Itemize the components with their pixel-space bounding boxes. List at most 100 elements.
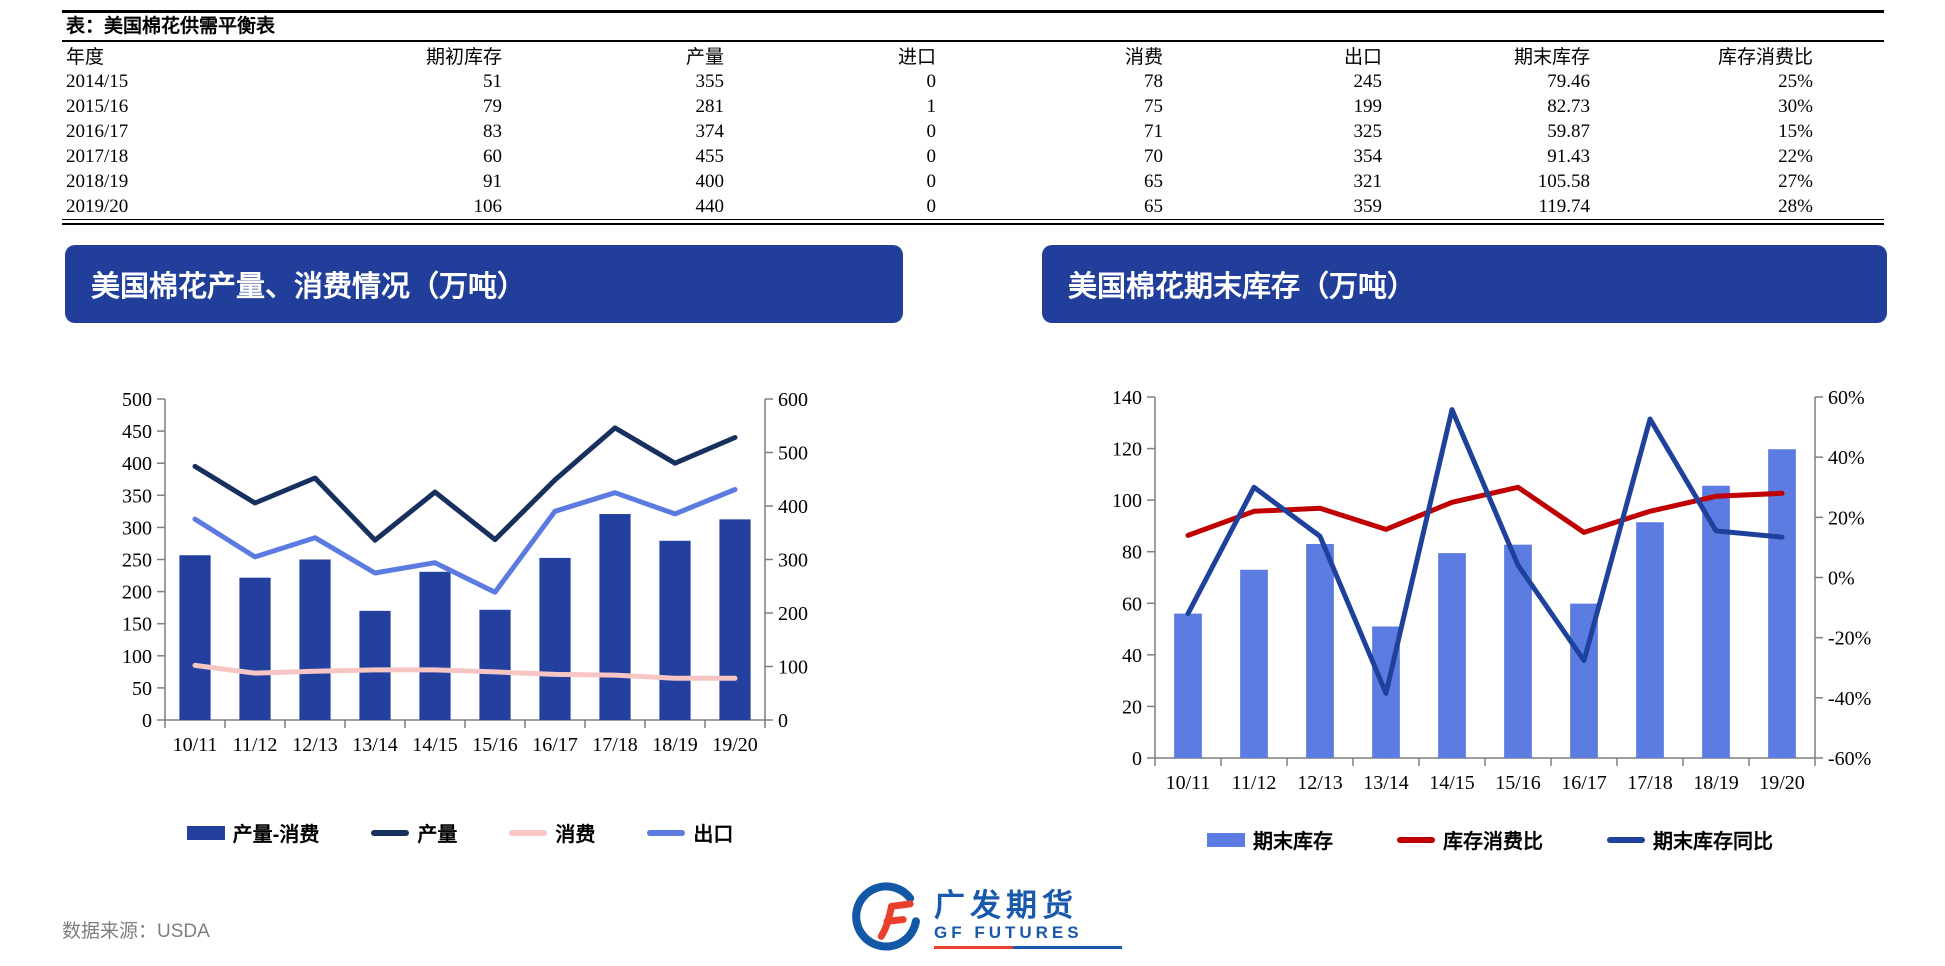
svg-text:300: 300 (122, 517, 152, 539)
svg-text:0: 0 (1132, 748, 1142, 770)
chart-right-title-banner: 美国棉花期末库存（万吨） (1042, 245, 1887, 323)
table-cell: 325 (1353, 120, 1383, 142)
column-header: 出口 (1343, 47, 1382, 68)
table-cell: 65 (1144, 195, 1163, 217)
table-cell: 440 (695, 195, 725, 217)
svg-text:400: 400 (778, 496, 808, 518)
table-cell: 359 (1353, 195, 1383, 217)
table-row: 2017/18 60 455 0 70 354 91.43 22% (62, 144, 1884, 169)
legend-label: 产量-消费 (232, 824, 320, 846)
legend-label: 期末库存 (1253, 831, 1333, 853)
table-cell: 75 (1144, 95, 1163, 117)
table-cell: 106 (473, 195, 503, 217)
svg-text:17/18: 17/18 (592, 734, 638, 756)
svg-text:11/12: 11/12 (233, 734, 278, 756)
bar-swatch-icon (1207, 832, 1245, 847)
svg-text:12/13: 12/13 (292, 734, 338, 756)
table-title: 表：美国棉花供需平衡表 (62, 13, 1884, 42)
table-row: 2016/17 83 374 0 71 325 59.87 15% (62, 119, 1884, 144)
column-header: 期初库存 (425, 47, 502, 68)
svg-text:18/19: 18/19 (652, 734, 698, 756)
table-cell: 374 (695, 120, 725, 142)
svg-text:16/17: 16/17 (532, 734, 578, 756)
svg-text:0%: 0% (1828, 568, 1855, 590)
legend-label: 产量 (417, 824, 458, 846)
table-row: 2019/20 106 440 0 65 359 119.74 28% (62, 194, 1884, 219)
table-cell: 455 (695, 145, 725, 167)
svg-text:16/17: 16/17 (1561, 772, 1607, 794)
table-cell: 60 (483, 145, 502, 167)
svg-text:10/11: 10/11 (173, 734, 218, 756)
table-cell: 59.87 (1547, 120, 1590, 142)
svg-text:20: 20 (1122, 696, 1142, 718)
bar-swatch-icon (186, 825, 225, 840)
table-cell: 0 (926, 170, 937, 192)
column-header: 期末库存 (1513, 47, 1590, 68)
table-cell: 2017/18 (66, 145, 129, 167)
svg-text:100: 100 (778, 657, 808, 679)
ending-stocks-chart: 0 20 40 60 80 100 120 140 -60% -40% -20% 0% 20% 40% 60… (1112, 387, 1871, 794)
svg-text:500: 500 (778, 443, 808, 465)
logo-chinese-name: 广发期货 (934, 887, 1078, 923)
legend-item: 期末库存 (1207, 825, 1333, 854)
table-cell: 22% (1778, 145, 1813, 167)
svg-text:-60%: -60% (1828, 748, 1871, 770)
table-row: 2018/19 91 400 0 65 321 105.58 27% (62, 169, 1884, 194)
table-cell: 28% (1778, 195, 1813, 217)
svg-text:60%: 60% (1828, 387, 1865, 409)
svg-text:15/16: 15/16 (1495, 772, 1541, 794)
table-cell: 79.46 (1547, 70, 1590, 92)
svg-text:14/15: 14/15 (412, 734, 458, 756)
svg-text:300: 300 (778, 550, 808, 572)
svg-text:150: 150 (122, 614, 152, 636)
table-cell: 354 (1353, 145, 1383, 167)
line-swatch-icon (647, 829, 686, 836)
table-cell: 2018/19 (66, 170, 129, 192)
table-cell: 0 (926, 145, 937, 167)
svg-text:350: 350 (122, 485, 152, 507)
table-cell: 15% (1778, 120, 1813, 142)
svg-text:18/19: 18/19 (1693, 772, 1739, 794)
table-cell: 0 (926, 120, 937, 142)
legend-label: 消费 (555, 824, 596, 846)
table-cell: 83 (483, 120, 502, 142)
table-cell: 2019/20 (66, 195, 129, 217)
chart-left-title: 美国棉花产量、消费情况（万吨） (91, 271, 527, 303)
svg-text:100: 100 (1112, 490, 1142, 512)
table-cell: 91 (483, 170, 502, 192)
table-cell: 30% (1778, 95, 1813, 117)
chart-right-title: 美国棉花期末库存（万吨） (1068, 271, 1417, 303)
column-header: 年度 (66, 47, 105, 68)
legend-label: 库存消费比 (1443, 831, 1543, 853)
table-row: 2015/16 79 281 1 75 199 82.73 30% (62, 94, 1884, 119)
table-cell: 119.74 (1538, 195, 1590, 217)
svg-text:60: 60 (1122, 593, 1142, 615)
svg-text:250: 250 (122, 550, 152, 572)
table-cell: 281 (695, 95, 725, 117)
legend-label: 出口 (693, 824, 734, 846)
table-row: 2014/15 51 355 0 78 245 79.46 25% (62, 69, 1884, 94)
table-cell: 71 (1144, 120, 1163, 142)
table-cell: 105.58 (1537, 170, 1590, 192)
column-header: 产量 (685, 47, 724, 68)
svg-text:450: 450 (122, 421, 152, 443)
table-cell: 245 (1353, 70, 1383, 92)
svg-text:20%: 20% (1828, 507, 1865, 529)
data-source-label: 数据来源：USDA (62, 921, 210, 942)
line-swatch-icon (371, 829, 410, 836)
svg-text:-40%: -40% (1828, 688, 1871, 710)
column-header: 消费 (1124, 47, 1163, 68)
gf-futures-logo: 广发期货 GF FUTURES (850, 882, 1122, 956)
legend-item: 产量-消费 (186, 818, 320, 847)
table-cell: 25% (1778, 70, 1813, 92)
svg-text:50: 50 (132, 678, 152, 700)
table-cell: 355 (695, 70, 725, 92)
svg-text:200: 200 (122, 582, 152, 604)
table-cell: 82.73 (1547, 95, 1590, 117)
table-cell: 2016/17 (66, 120, 129, 142)
line-swatch-icon (1397, 836, 1435, 843)
svg-text:13/14: 13/14 (1363, 772, 1409, 794)
gf-logo-mark-icon (852, 882, 920, 951)
table-cell: 91.43 (1547, 145, 1590, 167)
